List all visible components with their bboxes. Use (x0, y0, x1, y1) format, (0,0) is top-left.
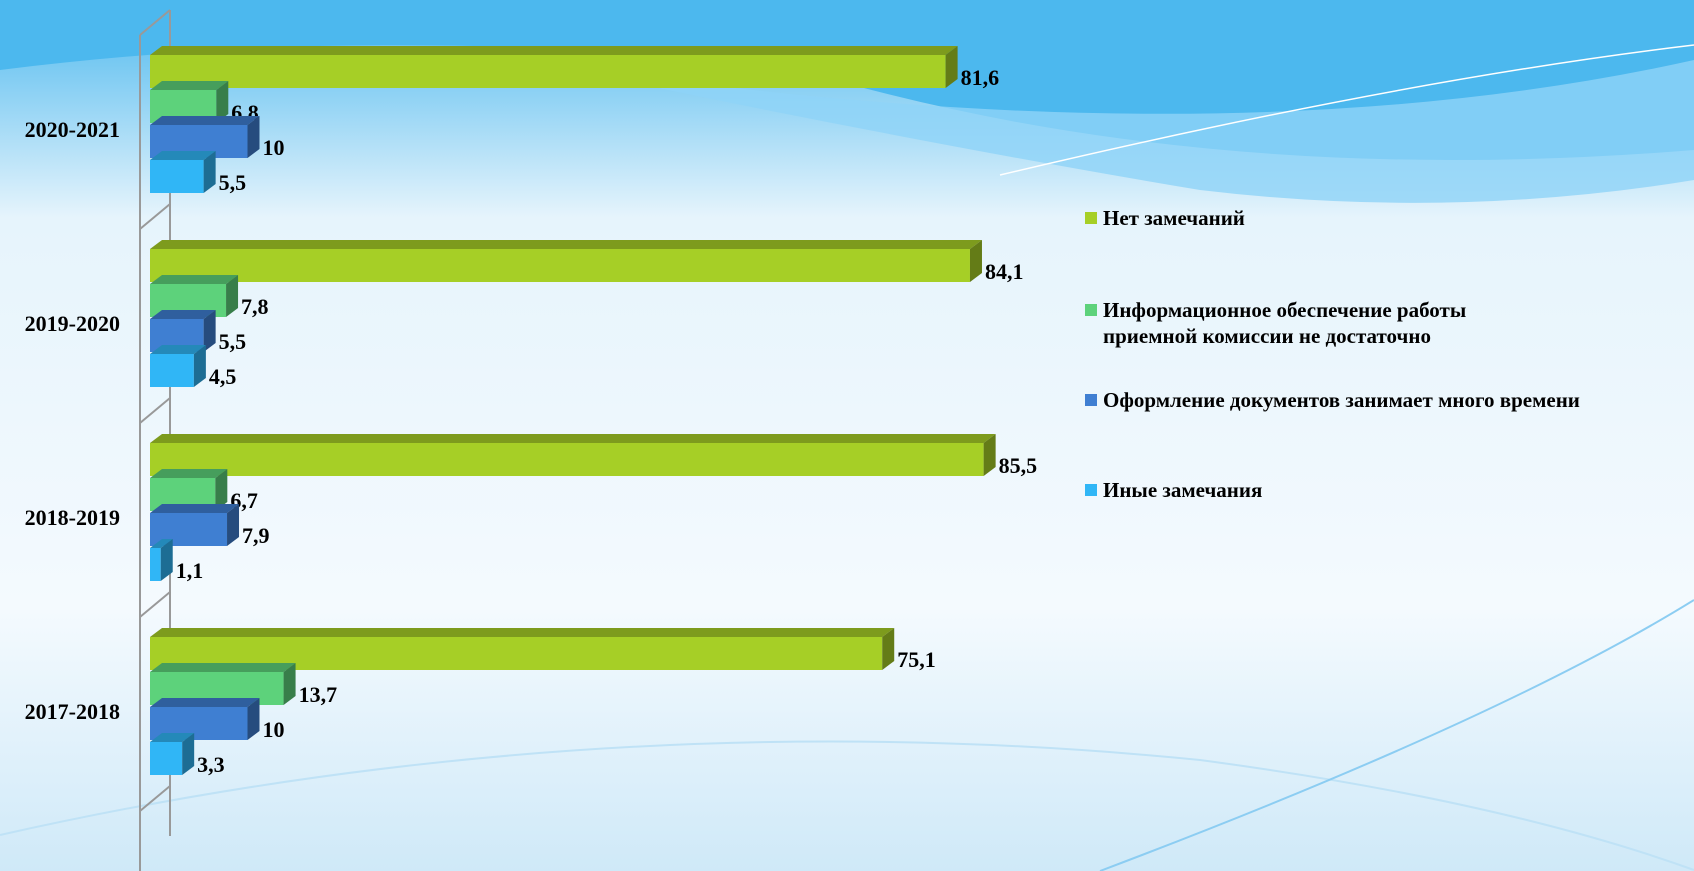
y-tick-label: 2017-2018 (25, 699, 120, 724)
bar-top (150, 46, 958, 55)
bar-side (182, 733, 195, 775)
bar (150, 443, 984, 476)
category-separator (139, 397, 171, 424)
data-label: 3,3 (197, 752, 225, 777)
bar-top (150, 151, 216, 160)
axis-edge (139, 9, 171, 36)
legend-swatch (1085, 212, 1097, 224)
wave-line (1099, 599, 1694, 871)
data-label: 81,6 (961, 65, 1000, 90)
bar-top (150, 663, 296, 672)
bar-top (150, 628, 895, 637)
bar-side (216, 81, 229, 123)
legend-swatch (1085, 304, 1097, 316)
y-tick-label: 2019-2020 (25, 311, 120, 336)
legend-label: Оформление документов занимает много вре… (1103, 388, 1580, 412)
data-label: 4,5 (209, 364, 237, 389)
data-label: 10 (263, 135, 285, 160)
legend-swatch (1085, 484, 1097, 496)
bar-side (160, 539, 173, 581)
bar-side (247, 116, 260, 158)
bar-top (150, 240, 982, 249)
legend-item: Информационное обеспечение работы приемн… (1085, 297, 1555, 349)
bar (150, 742, 183, 775)
data-label: 13,7 (299, 682, 338, 707)
data-label: 10 (263, 717, 285, 742)
bar-top (150, 698, 260, 707)
legend-item: Оформление документов занимает много вре… (1085, 387, 1680, 413)
category-separator (139, 203, 171, 230)
legend-label: Нет замечаний (1103, 206, 1245, 230)
bar-top (150, 116, 260, 125)
wave (500, 55, 1694, 203)
data-label: 84,1 (985, 259, 1024, 284)
data-label: 7,8 (241, 294, 268, 319)
bar-side (983, 434, 996, 476)
y-tick-label: 2018-2019 (25, 505, 120, 530)
bar-side (203, 151, 216, 193)
bar-top (150, 539, 173, 548)
category-separator (139, 785, 171, 812)
bar-top (150, 310, 216, 319)
bar-top (150, 469, 228, 478)
bar (150, 548, 161, 581)
bar-side (226, 275, 239, 317)
category-separator (139, 591, 171, 618)
bar-top (150, 345, 206, 354)
legend-swatch (1085, 394, 1097, 406)
bar-top (150, 733, 195, 742)
data-label: 7,9 (242, 523, 270, 548)
bar-top (150, 275, 239, 284)
bar-side (227, 504, 240, 546)
bar-side (283, 663, 296, 705)
legend-label: Информационное обеспечение работы приемн… (1103, 298, 1467, 348)
legend-item: Иные замечания (1085, 477, 1680, 503)
bar-top (150, 81, 229, 90)
legend-item: Нет замечаний (1085, 205, 1680, 231)
bar (150, 55, 946, 88)
data-label: 85,5 (999, 453, 1038, 478)
bar-side (193, 345, 206, 387)
legend-label: Иные замечания (1103, 478, 1263, 502)
wave-line (0, 740, 1694, 871)
data-label: 75,1 (897, 647, 936, 672)
bar-side (969, 240, 982, 282)
data-label: 5,5 (219, 329, 247, 354)
bar-side (247, 698, 260, 740)
bar-top (150, 434, 996, 443)
bar (150, 249, 970, 282)
data-label: 1,1 (176, 558, 204, 583)
y-tick-label: 2020-2021 (25, 117, 120, 142)
bar (150, 160, 204, 193)
data-label: 5,5 (219, 170, 247, 195)
bar-top (150, 504, 240, 513)
bar-side (215, 469, 228, 511)
bar (150, 354, 194, 387)
bar-side (945, 46, 958, 88)
bar-side (882, 628, 895, 670)
wave-line (999, 44, 1694, 176)
bar-side (203, 310, 216, 352)
